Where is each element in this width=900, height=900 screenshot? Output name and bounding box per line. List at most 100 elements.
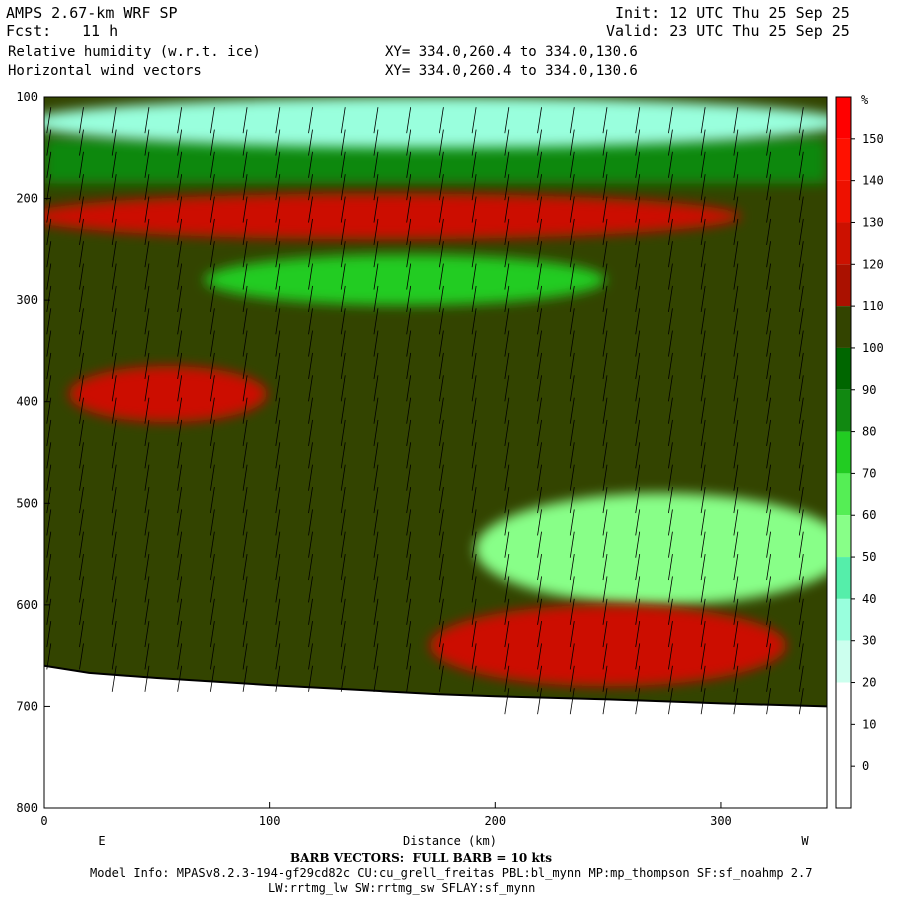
wind-barb bbox=[406, 308, 412, 335]
wind-barb bbox=[602, 531, 608, 558]
wind-barb bbox=[46, 442, 52, 469]
x-end-label-west: W bbox=[801, 834, 809, 848]
wind-barb bbox=[340, 308, 346, 335]
wind-barb bbox=[177, 509, 183, 536]
wind-barb bbox=[373, 308, 379, 335]
field-name-2: Horizontal wind vectors bbox=[8, 63, 202, 79]
colorbar-label: 90 bbox=[862, 383, 876, 397]
wind-barb bbox=[700, 486, 706, 514]
wind-barb bbox=[308, 151, 313, 178]
rh-region-dry-upper bbox=[44, 97, 827, 148]
wind-barb bbox=[373, 174, 379, 201]
wind-barb bbox=[79, 397, 84, 424]
wind-barb bbox=[766, 397, 771, 424]
wind-barb bbox=[602, 375, 608, 402]
valid-time: Valid: 23 UTC Thu 25 Sep 25 bbox=[606, 22, 850, 40]
wind-barb bbox=[766, 509, 771, 536]
wind-barb bbox=[111, 419, 117, 447]
wind-barb bbox=[242, 129, 248, 156]
xy-line-2: XY= 334.0,260.4 to 334.0,130.6 bbox=[385, 63, 638, 79]
wind-barb bbox=[668, 554, 673, 581]
wind-barb bbox=[308, 308, 313, 335]
wind-barb bbox=[635, 174, 641, 201]
wind-barb bbox=[537, 174, 542, 201]
wind-barb bbox=[471, 621, 477, 648]
wind-barb bbox=[537, 218, 542, 245]
wind-barb bbox=[308, 621, 313, 648]
wind-barb bbox=[79, 151, 84, 178]
colorbar-label: 30 bbox=[862, 634, 876, 648]
wind-barb bbox=[504, 174, 510, 201]
wind-barb bbox=[504, 107, 510, 134]
wind-barb bbox=[406, 196, 412, 223]
wind-barb bbox=[209, 196, 215, 223]
wind-barb bbox=[46, 263, 52, 290]
wind-barb bbox=[766, 196, 771, 223]
y-tick-label: 500 bbox=[16, 496, 38, 510]
wind-barb bbox=[471, 375, 477, 402]
wind-barb bbox=[144, 621, 150, 648]
wind-barb bbox=[373, 643, 379, 670]
wind-barb bbox=[733, 509, 739, 536]
wind-barb bbox=[733, 688, 739, 715]
colorbar-swatch bbox=[836, 389, 851, 432]
wind-barb bbox=[700, 397, 706, 424]
wind-barb bbox=[79, 621, 84, 648]
colorbar-swatch bbox=[836, 180, 851, 223]
wind-barb bbox=[340, 174, 346, 201]
wind-barb bbox=[569, 464, 575, 491]
wind-barb bbox=[700, 375, 706, 402]
wind-barb bbox=[79, 174, 84, 201]
wind-barb bbox=[798, 218, 804, 245]
wind-barb bbox=[439, 308, 444, 335]
wind-barb bbox=[340, 241, 346, 268]
wind-barb bbox=[602, 464, 608, 491]
colorbar-label: 50 bbox=[862, 550, 876, 564]
wind-barb bbox=[111, 442, 117, 469]
wind-barb bbox=[275, 375, 281, 402]
wind-barb bbox=[275, 174, 281, 201]
wind-barb bbox=[275, 241, 281, 268]
wind-barb bbox=[569, 419, 575, 447]
y-tick-label: 100 bbox=[16, 90, 38, 104]
wind-barb bbox=[537, 151, 542, 178]
wind-barb bbox=[340, 263, 346, 290]
wind-barb bbox=[798, 598, 804, 625]
wind-barb bbox=[766, 308, 771, 335]
wind-barb bbox=[177, 397, 183, 424]
wind-barb bbox=[537, 442, 542, 469]
wind-barb bbox=[373, 397, 379, 424]
wind-barb bbox=[308, 263, 313, 290]
wind-barb bbox=[111, 196, 117, 223]
colorbar-swatch bbox=[836, 640, 851, 683]
wind-barb bbox=[275, 665, 281, 692]
y-tick-label: 600 bbox=[16, 598, 38, 612]
barb-legend: BARB VECTORS: FULL BARB = 10 kts bbox=[290, 851, 553, 865]
wind-barb bbox=[340, 576, 346, 603]
wind-barb bbox=[798, 352, 804, 380]
wind-barb bbox=[471, 218, 477, 245]
wind-barb bbox=[668, 464, 673, 491]
wind-barb bbox=[798, 509, 804, 536]
wind-barb bbox=[439, 241, 444, 268]
wind-barb bbox=[406, 241, 412, 268]
wind-barb bbox=[471, 107, 477, 134]
wind-barb bbox=[504, 241, 510, 268]
colorbar-swatch bbox=[836, 724, 851, 767]
wind-barb bbox=[439, 330, 444, 357]
wind-barb bbox=[504, 330, 510, 357]
wind-barb bbox=[668, 218, 673, 245]
colorbar-swatch bbox=[836, 138, 851, 181]
wind-barb bbox=[406, 174, 412, 201]
wind-barb bbox=[209, 643, 215, 670]
wind-barb bbox=[798, 621, 804, 648]
wind-barb bbox=[635, 375, 641, 402]
wind-barb bbox=[46, 598, 52, 625]
wind-barb bbox=[46, 218, 52, 245]
wind-barb bbox=[569, 509, 575, 536]
wind-barb bbox=[177, 442, 183, 469]
wind-barb bbox=[569, 308, 575, 335]
wind-barb bbox=[504, 576, 510, 603]
fcst-value: 11 h bbox=[82, 22, 119, 40]
wind-barb bbox=[275, 151, 281, 178]
